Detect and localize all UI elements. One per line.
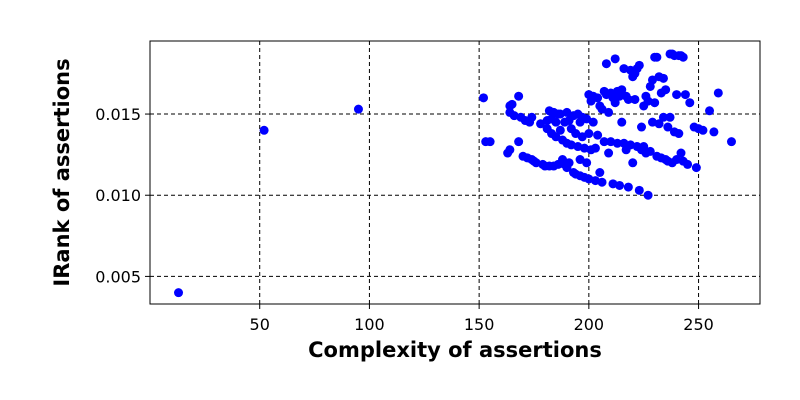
data-point <box>623 182 633 192</box>
data-point <box>604 107 614 117</box>
data-point <box>658 112 668 122</box>
data-point <box>676 148 686 158</box>
y-tick-label: 0.010 <box>95 186 141 205</box>
data-point <box>678 52 688 62</box>
data-point <box>590 143 600 153</box>
data-point <box>617 85 627 95</box>
data-point <box>514 137 524 147</box>
data-point <box>623 94 633 104</box>
data-point <box>527 112 537 122</box>
data-point <box>584 129 594 139</box>
x-axis-label: Complexity of assertions <box>308 338 602 362</box>
data-point <box>353 104 363 114</box>
y-tick-label: 0.015 <box>95 105 141 124</box>
data-point <box>665 112 675 122</box>
data-point <box>595 168 605 177</box>
x-tick-label: 150 <box>464 315 495 334</box>
data-point <box>479 93 489 103</box>
data-point <box>672 90 682 100</box>
x-tick-label: 250 <box>683 315 714 334</box>
data-point <box>634 185 644 195</box>
data-point <box>674 129 684 139</box>
data-point <box>555 125 565 135</box>
data-point <box>593 93 603 103</box>
x-tick-label: 100 <box>354 315 385 334</box>
data-point <box>174 288 184 298</box>
data-point <box>604 148 614 158</box>
data-point <box>661 85 671 95</box>
data-point <box>564 158 574 168</box>
data-point <box>615 180 625 190</box>
data-point <box>680 90 690 100</box>
data-point <box>705 106 715 116</box>
data-point <box>634 60 644 70</box>
data-point <box>612 138 622 148</box>
data-point <box>485 137 495 147</box>
data-point <box>610 54 620 64</box>
data-point <box>643 190 653 200</box>
data-point <box>514 91 524 101</box>
data-point <box>630 94 640 104</box>
data-point <box>650 98 660 108</box>
data-point <box>628 158 638 168</box>
x-tick-label: 50 <box>250 315 270 334</box>
data-point <box>599 137 609 147</box>
data-point <box>645 146 655 156</box>
axis-ticks: 50 100 150 200 250 0.005 0.010 0.015 <box>95 105 714 334</box>
data-point <box>551 117 561 127</box>
plot-frame <box>149 40 761 305</box>
data-point <box>713 88 723 98</box>
data-point <box>601 59 611 69</box>
data-point <box>652 52 662 62</box>
grid-lines <box>150 41 760 304</box>
data-point <box>610 98 620 108</box>
x-tick-label: 200 <box>574 315 605 334</box>
data-point <box>698 125 708 135</box>
data-point <box>588 117 598 127</box>
data-point <box>582 158 592 168</box>
data-point <box>654 119 664 129</box>
data-point <box>259 125 269 135</box>
y-tick-label: 0.005 <box>95 267 141 286</box>
data-point <box>683 159 693 169</box>
data-point <box>709 127 719 137</box>
data-point <box>593 130 603 140</box>
data-point <box>663 122 673 132</box>
data-point <box>691 163 701 173</box>
y-axis-label: IRank of assertions <box>50 58 74 286</box>
data-points <box>174 49 736 298</box>
data-point <box>507 99 517 109</box>
data-point <box>597 177 607 187</box>
data-point <box>658 73 668 83</box>
data-point <box>685 98 695 108</box>
data-point <box>617 117 627 127</box>
data-point <box>637 122 647 132</box>
data-point <box>505 145 515 155</box>
data-point <box>726 137 736 147</box>
